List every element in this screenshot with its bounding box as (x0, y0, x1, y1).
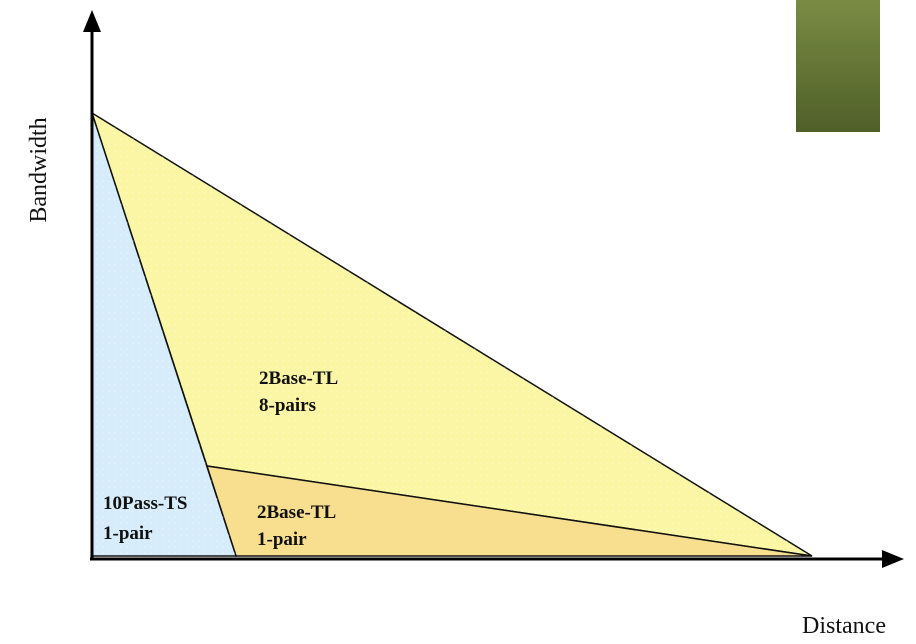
region-label-2base-tl-8-line2: 8-pairs (259, 395, 316, 416)
decorative-accent-box (796, 0, 880, 132)
region-label-2base-tl-1-line2: 1-pair (257, 529, 307, 550)
region-label-10pass-ts-line1: 10Pass-TS (103, 493, 187, 514)
x-axis-label: Distance (802, 613, 886, 639)
region-2base-tl-8-pairs-texture (92, 113, 812, 556)
region-label-2base-tl-1-line1: 2Base-TL (257, 502, 336, 523)
region-label-2base-tl-8-line1: 2Base-TL (259, 368, 338, 389)
region-10pass-ts-texture (92, 113, 236, 556)
y-axis-arrowhead (83, 10, 101, 32)
x-axis-arrowhead (882, 550, 904, 568)
y-axis-label: Bandwidth (26, 117, 52, 222)
region-label-10pass-ts-line2: 1-pair (103, 523, 153, 544)
